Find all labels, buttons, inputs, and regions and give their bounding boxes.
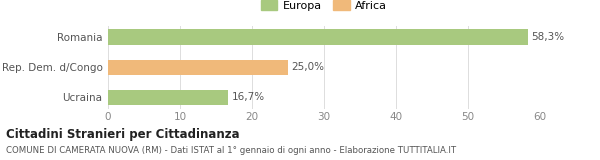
Text: 16,7%: 16,7% bbox=[232, 92, 265, 102]
Bar bbox=[108, 60, 288, 75]
Text: 25,0%: 25,0% bbox=[292, 62, 325, 72]
Bar bbox=[108, 90, 228, 105]
Bar bbox=[108, 29, 528, 44]
Legend: Europa, Africa: Europa, Africa bbox=[259, 0, 389, 13]
Text: 58,3%: 58,3% bbox=[532, 32, 565, 42]
Text: Cittadini Stranieri per Cittadinanza: Cittadini Stranieri per Cittadinanza bbox=[6, 128, 239, 141]
Text: COMUNE DI CAMERATA NUOVA (RM) - Dati ISTAT al 1° gennaio di ogni anno - Elaboraz: COMUNE DI CAMERATA NUOVA (RM) - Dati IST… bbox=[6, 146, 456, 155]
